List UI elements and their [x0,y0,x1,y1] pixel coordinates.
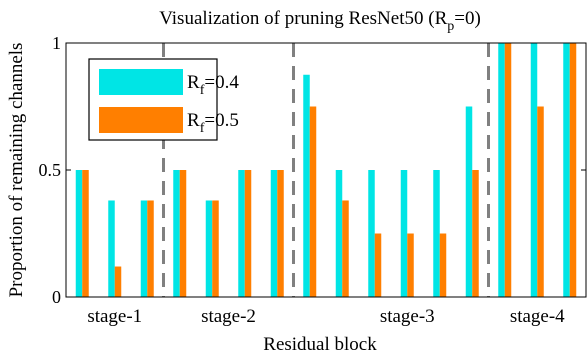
y-tick-label-2: 0.5 [39,160,62,180]
bar-series2-block-13 [472,170,479,297]
x-axis-label: Residual block [263,334,377,355]
bar-series2-block-9 [342,200,349,297]
bar-series1-block-1 [75,170,83,297]
chart-title: Visualization of pruning ResNet50 (Rp=0) [159,8,481,34]
y-tick-label-3: 1 [52,33,61,53]
legend-label-1: Rf=0.4 [187,72,239,98]
bar-series1-block-10 [368,170,375,297]
bar-series1-block-7 [270,170,278,297]
bar-series2-block-11 [407,233,414,297]
bar-series1-block-2 [108,200,115,297]
bar-series1-block-13 [465,106,473,297]
legend-swatch-2 [99,107,183,133]
y-axis-label: Proportion of remaining channels [6,43,27,298]
bar-series1-block-9 [335,170,343,297]
bar-series2-block-8 [309,106,317,297]
y-tick-label-1: 0 [52,287,61,307]
stage-label-4: stage-4 [510,306,565,327]
bar-series1-block-12 [433,170,440,297]
bar-series1-block-6 [238,170,245,297]
bar-series2-block-2 [114,266,122,297]
bar-series1-block-11 [400,170,408,297]
stage-label-2: stage-2 [201,306,256,327]
bar-series2-block-5 [212,200,219,297]
bar-series2-block-7 [277,170,284,297]
bar-series2-block-6 [244,170,252,297]
bar-series2-block-12 [439,233,447,297]
bar-series1-block-4 [173,170,180,297]
bar-series1-block-5 [205,200,213,297]
legend-label-2: Rf=0.5 [187,110,239,136]
bar-series2-block-3 [147,200,154,297]
bar-series1-block-8 [303,74,310,297]
bar-series2-block-10 [374,233,382,297]
legend-swatch-1 [99,69,183,95]
plot-area: 0 0.5 1 stage-1 stage-2 stage-3 stage-4 Rf=0.4 R… [39,33,587,327]
bar-series1-block-15 [530,43,538,297]
bar-series2-block-16 [569,43,577,297]
bar-series1-block-16 [563,43,570,297]
bar-series1-block-3 [140,200,148,297]
bar-series2-block-4 [179,170,187,297]
bar-series2-block-15 [537,106,544,297]
stage-label-1: stage-1 [87,306,142,327]
stage-label-3: stage-3 [380,306,435,327]
bar-series2-block-14 [504,43,512,297]
bar-series2-block-1 [82,170,89,297]
bar-series1-block-14 [498,43,505,297]
